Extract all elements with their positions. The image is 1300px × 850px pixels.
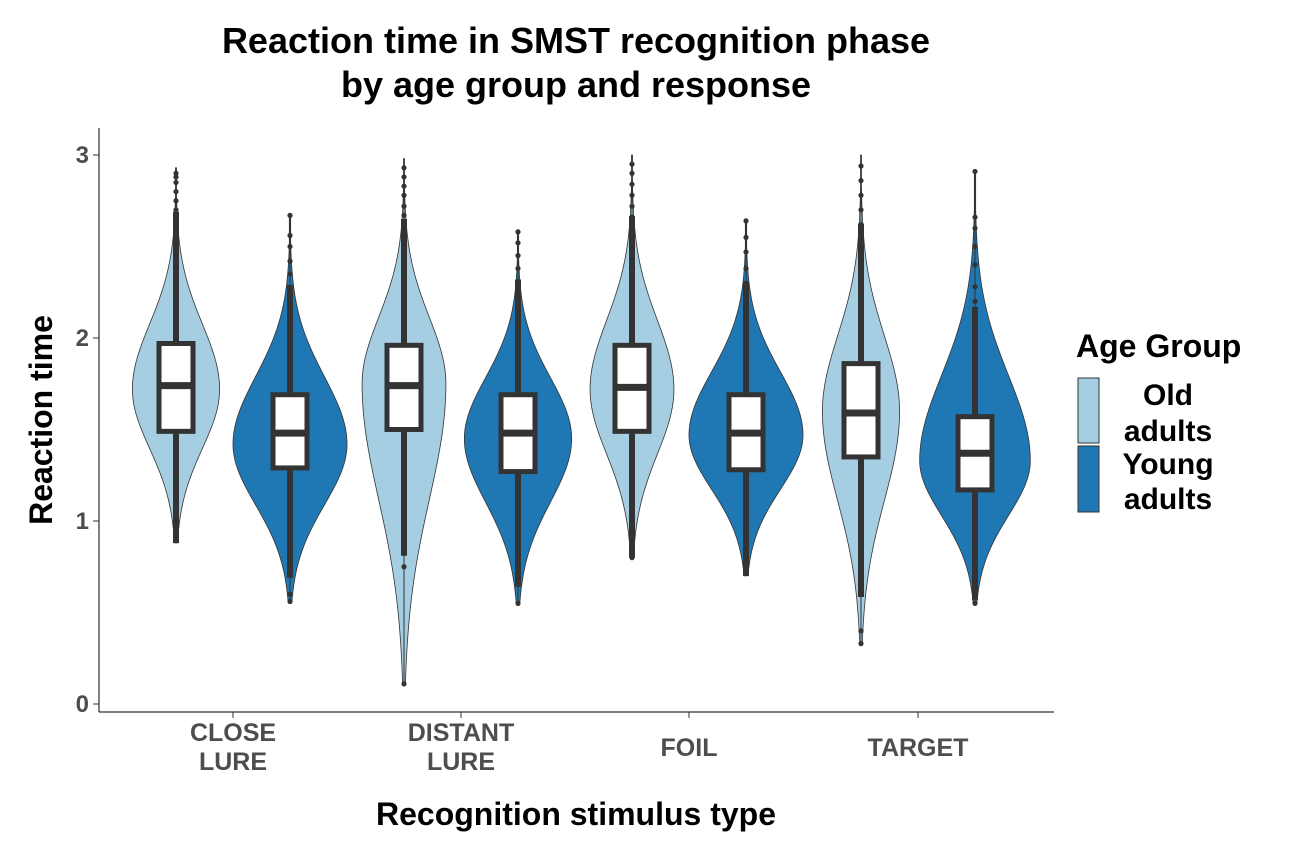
x-tick-label-line-1-0: CLOSE — [190, 719, 276, 747]
outlier-point-old-1-3 — [401, 213, 406, 218]
y-tick-label-2: 2 — [76, 325, 89, 352]
outlier-point-old-1-8 — [401, 165, 406, 170]
outlier-point-young-3-4 — [972, 262, 977, 267]
legend-title: Age Group — [1076, 328, 1241, 364]
outlier-point-young-0-2 — [287, 271, 292, 276]
outlier-point-young-0-3 — [287, 259, 292, 264]
outlier-point-old-3-4 — [858, 207, 863, 212]
chart-title-line-2: by age group and response — [341, 64, 811, 105]
outlier-point-old-2-4 — [629, 182, 634, 187]
outlier-point-old-1-1 — [401, 564, 406, 569]
outlier-point-young-2-0 — [743, 570, 748, 575]
legend-key-old-adults — [1078, 378, 1099, 443]
outlier-point-young-1-3 — [515, 253, 520, 258]
outlier-point-old-1-5 — [401, 193, 406, 198]
outlier-point-old-3-5 — [858, 193, 863, 198]
outlier-point-old-3-1 — [858, 628, 863, 633]
outlier-point-young-0-0 — [287, 599, 292, 604]
outlier-point-old-1-4 — [401, 204, 406, 209]
legend: Age Group Old adults Young adults — [1076, 328, 1241, 516]
outlier-point-young-3-2 — [972, 299, 977, 304]
outlier-point-young-3-5 — [972, 244, 977, 249]
outlier-point-young-2-2 — [743, 281, 748, 286]
outlier-point-old-0-1 — [173, 198, 178, 203]
y-ticks: 0 1 2 3 — [76, 142, 99, 718]
outlier-point-young-2-6 — [743, 218, 748, 223]
outlier-point-old-3-2 — [858, 235, 863, 240]
outlier-point-old-1-7 — [401, 174, 406, 179]
outlier-point-young-3-0 — [972, 601, 977, 606]
x-tick-label-line-2-0: LURE — [199, 748, 267, 776]
outlier-point-old-1-0 — [401, 681, 406, 686]
outlier-point-old-1-2 — [401, 222, 406, 227]
outlier-point-old-3-7 — [858, 163, 863, 168]
chart-title-line-1: Reaction time in SMST recognition phase — [222, 20, 930, 61]
outlier-point-young-2-1 — [743, 562, 748, 567]
outlier-point-old-3-6 — [858, 178, 863, 183]
y-axis-title: Reaction time — [23, 315, 59, 525]
legend-label-old-line-2: adults — [1124, 415, 1212, 448]
outlier-point-young-0-6 — [287, 213, 292, 218]
x-tick-label-line-1-1: DISTANT — [408, 719, 514, 747]
outlier-point-young-3-8 — [972, 169, 977, 174]
outlier-point-old-0-3 — [173, 180, 178, 185]
outlier-point-old-2-2 — [629, 204, 634, 209]
outlier-point-young-3-1 — [972, 577, 977, 582]
outlier-point-young-2-4 — [743, 249, 748, 254]
legend-label-young-line-2: adults — [1124, 483, 1212, 516]
outlier-point-old-1-6 — [401, 184, 406, 189]
legend-label-old-line-1: Old — [1143, 379, 1193, 412]
x-axis-title: Recognition stimulus type — [376, 796, 776, 832]
outlier-point-young-3-6 — [972, 226, 977, 231]
boxplot-layer — [159, 155, 992, 686]
outlier-point-old-3-3 — [858, 222, 863, 227]
y-tick-label-1: 1 — [76, 508, 89, 535]
outlier-point-young-1-1 — [515, 281, 520, 286]
outlier-point-young-1-2 — [515, 266, 520, 271]
outlier-point-old-0-0 — [173, 207, 178, 212]
outlier-point-young-0-4 — [287, 244, 292, 249]
outlier-point-young-3-3 — [972, 284, 977, 289]
outlier-point-old-2-3 — [629, 193, 634, 198]
outlier-point-old-2-5 — [629, 171, 634, 176]
outlier-point-young-3-7 — [972, 215, 977, 220]
legend-label-young-line-1: Young — [1122, 448, 1213, 481]
x-tick-label-2: FOIL — [661, 734, 718, 762]
outlier-point-old-3-0 — [858, 641, 863, 646]
outlier-point-young-0-1 — [287, 592, 292, 597]
violin-layer — [132, 155, 1030, 684]
outlier-point-young-2-3 — [743, 266, 748, 271]
outlier-point-old-2-0 — [629, 555, 634, 560]
y-tick-label-3: 3 — [76, 142, 89, 169]
outlier-point-old-0-5 — [173, 171, 178, 176]
outlier-point-old-2-6 — [629, 162, 634, 167]
outlier-point-young-1-5 — [515, 229, 520, 234]
x-tick-label-3: TARGET — [868, 734, 969, 762]
y-tick-label-0: 0 — [76, 691, 89, 718]
outlier-point-young-1-4 — [515, 240, 520, 245]
outlier-point-young-0-5 — [287, 233, 292, 238]
outlier-point-young-1-0 — [515, 601, 520, 606]
legend-key-young-adults — [1078, 446, 1099, 512]
outlier-point-old-0-2 — [173, 189, 178, 194]
outlier-point-old-2-1 — [629, 215, 634, 220]
outlier-point-young-2-5 — [743, 235, 748, 240]
x-tick-label-line-2-1: LURE — [427, 748, 495, 776]
